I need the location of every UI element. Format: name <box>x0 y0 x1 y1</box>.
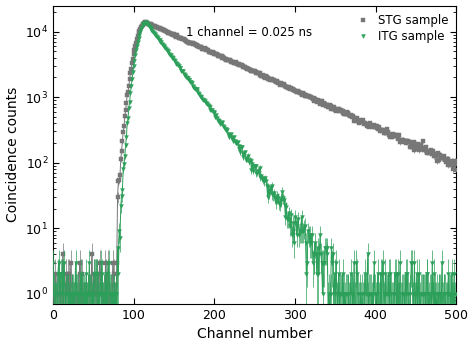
STG sample <box>152 24 157 28</box>
ITG sample <box>152 32 157 36</box>
STG sample <box>317 100 322 104</box>
STG sample <box>143 20 149 24</box>
ITG sample <box>199 95 204 99</box>
Line: ITG sample: ITG sample <box>51 20 458 315</box>
ITG sample <box>143 20 149 24</box>
ITG sample <box>386 272 392 276</box>
Y-axis label: Coincidence counts: Coincidence counts <box>6 87 19 222</box>
Text: 1 channel = 0.025 ns: 1 channel = 0.025 ns <box>186 26 312 40</box>
STG sample <box>386 133 392 137</box>
ITG sample <box>311 252 317 256</box>
STG sample <box>52 312 57 316</box>
STG sample <box>311 96 317 100</box>
ITG sample <box>50 261 56 265</box>
Legend: STG sample, ITG sample: STG sample, ITG sample <box>352 11 451 46</box>
Line: STG sample: STG sample <box>52 20 458 315</box>
STG sample <box>454 162 459 166</box>
STG sample <box>169 32 174 36</box>
ITG sample <box>169 54 174 59</box>
ITG sample <box>52 312 57 316</box>
STG sample <box>50 292 56 296</box>
STG sample <box>199 44 204 49</box>
X-axis label: Channel number: Channel number <box>197 328 312 341</box>
ITG sample <box>317 252 322 256</box>
ITG sample <box>454 292 459 296</box>
